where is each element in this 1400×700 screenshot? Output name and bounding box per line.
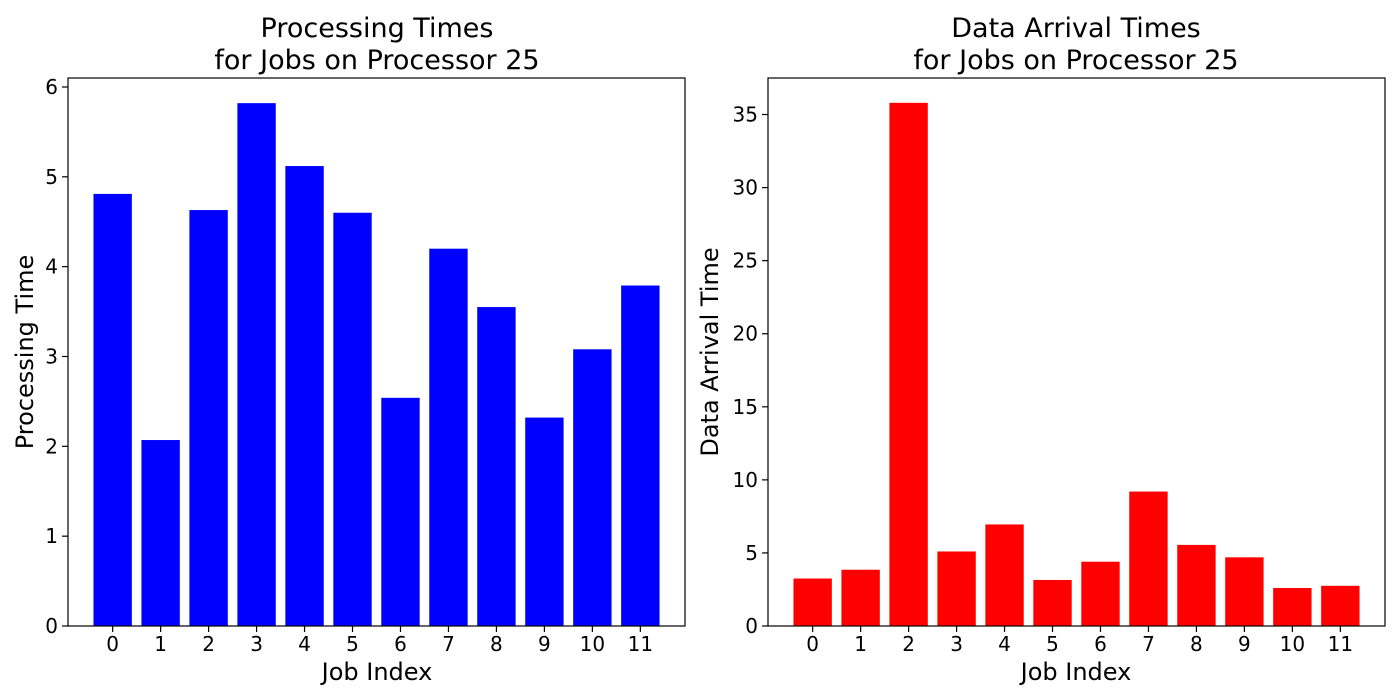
plot-frame bbox=[767, 77, 1386, 627]
chart-title-line-1: Data Arrival Times bbox=[951, 13, 1201, 44]
chart-title-line-2: for Jobs on Processor 25 bbox=[913, 45, 1238, 76]
x-axis-label: Job Index bbox=[1019, 658, 1132, 686]
bar-job-1 bbox=[841, 569, 880, 626]
y-tick-label: 35 bbox=[733, 103, 758, 127]
bar-job-7 bbox=[1129, 491, 1168, 626]
y-axis-label: Processing Time bbox=[11, 255, 39, 450]
y-tick-label: 30 bbox=[733, 176, 758, 200]
y-tick-label: 0 bbox=[745, 614, 758, 638]
bar-job-8 bbox=[477, 307, 516, 626]
x-tick-label: 6 bbox=[394, 632, 407, 656]
x-tick-label: 9 bbox=[1238, 632, 1251, 656]
bar-job-9 bbox=[1225, 557, 1264, 626]
x-tick-label: 3 bbox=[950, 632, 963, 656]
x-tick-label: 11 bbox=[628, 632, 653, 656]
x-tick-label: 0 bbox=[806, 632, 819, 656]
x-tick-label: 4 bbox=[298, 632, 311, 656]
chart-title-line-2: for Jobs on Processor 25 bbox=[214, 45, 539, 76]
y-tick-label: 6 bbox=[45, 75, 58, 99]
y-tick-label: 15 bbox=[733, 395, 758, 419]
x-tick-label: 1 bbox=[854, 632, 867, 656]
bar-job-5 bbox=[1033, 579, 1072, 626]
x-tick-label: 4 bbox=[998, 632, 1011, 656]
chart-title-line-1: Processing Times bbox=[261, 13, 494, 44]
x-tick-label: 8 bbox=[490, 632, 503, 656]
bar-job-11 bbox=[621, 285, 660, 626]
x-tick-label: 0 bbox=[106, 632, 119, 656]
bar-job-9 bbox=[525, 417, 564, 626]
x-tick-label: 7 bbox=[1142, 632, 1155, 656]
bar-job-6 bbox=[1081, 561, 1120, 626]
x-axis-ticks: 0 1 2 3 4 5 6 7 8 9 10 11 bbox=[106, 626, 653, 656]
y-axis-label: Data Arrival Time bbox=[696, 247, 724, 456]
bar-job-0 bbox=[93, 193, 132, 626]
bar-job-3 bbox=[937, 551, 976, 626]
y-axis-ticks: 0 5 10 15 20 25 30 35 bbox=[733, 103, 768, 638]
x-tick-label: 10 bbox=[580, 632, 605, 656]
bar-job-3 bbox=[237, 103, 276, 626]
y-tick-label: 0 bbox=[45, 614, 58, 638]
bar-job-2 bbox=[889, 102, 928, 627]
y-tick-label: 3 bbox=[45, 344, 58, 368]
bar-job-2 bbox=[189, 210, 228, 626]
data-arrival-times-chart: Data Arrival Times for Jobs on Processor… bbox=[696, 13, 1386, 686]
y-tick-label: 4 bbox=[45, 255, 58, 279]
x-axis-ticks: 0 1 2 3 4 5 6 7 8 9 10 11 bbox=[806, 626, 1353, 656]
y-tick-label: 20 bbox=[733, 322, 758, 346]
x-tick-label: 3 bbox=[250, 632, 263, 656]
x-tick-label: 9 bbox=[538, 632, 551, 656]
y-tick-label: 2 bbox=[45, 434, 58, 458]
y-tick-label: 5 bbox=[45, 165, 58, 189]
x-tick-label: 6 bbox=[1094, 632, 1107, 656]
bar-job-10 bbox=[573, 349, 612, 626]
bar-job-8 bbox=[1177, 544, 1216, 626]
x-tick-label: 1 bbox=[154, 632, 167, 656]
x-tick-label: 5 bbox=[346, 632, 359, 656]
bar-job-7 bbox=[429, 248, 468, 626]
bar-job-4 bbox=[985, 524, 1024, 626]
bars bbox=[793, 102, 1360, 627]
x-tick-label: 8 bbox=[1190, 632, 1203, 656]
x-tick-label: 2 bbox=[902, 632, 915, 656]
y-tick-label: 1 bbox=[45, 524, 58, 548]
bars bbox=[93, 103, 660, 627]
x-tick-label: 10 bbox=[1280, 632, 1305, 656]
bar-job-10 bbox=[1273, 588, 1312, 626]
processing-times-chart: Processing Times for Jobs on Processor 2… bbox=[11, 13, 686, 686]
x-tick-label: 7 bbox=[442, 632, 455, 656]
bar-job-0 bbox=[793, 578, 832, 626]
x-tick-label: 5 bbox=[1046, 632, 1059, 656]
y-axis-ticks: 0 1 2 3 4 5 6 bbox=[45, 75, 68, 638]
bar-job-4 bbox=[285, 166, 324, 627]
bar-job-11 bbox=[1321, 585, 1360, 626]
bar-job-6 bbox=[381, 397, 420, 626]
x-tick-label: 11 bbox=[1328, 632, 1353, 656]
plot-frame bbox=[67, 77, 686, 627]
bar-job-5 bbox=[333, 212, 372, 626]
x-tick-label: 2 bbox=[202, 632, 215, 656]
x-axis-label: Job Index bbox=[320, 658, 433, 686]
y-tick-label: 10 bbox=[733, 468, 758, 492]
y-tick-label: 5 bbox=[745, 541, 758, 565]
bar-job-1 bbox=[141, 440, 180, 626]
y-tick-label: 25 bbox=[733, 249, 758, 273]
